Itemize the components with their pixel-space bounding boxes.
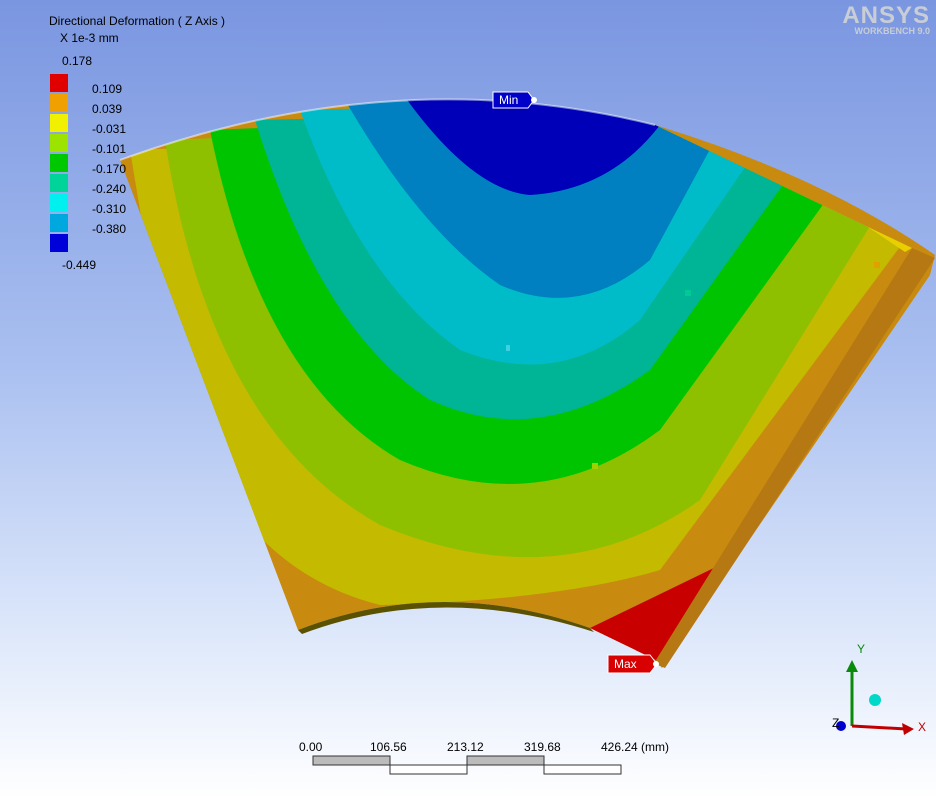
scale-bar-segment (312, 755, 391, 766)
legend-swatch-steel (50, 214, 68, 232)
outer-arc-edge (119, 98, 656, 161)
scale-bar-segment (466, 755, 545, 766)
x-axis-label: X (918, 720, 927, 734)
legend-label: -0.310 (92, 202, 127, 216)
legend-title: Directional Deformation ( Z Axis ) (49, 14, 226, 28)
max-probe-flag[interactable] (607, 654, 658, 674)
max-probe-label: Max (614, 657, 637, 671)
min-probe-label: Min (499, 93, 519, 107)
legend-label-max: 0.178 (62, 54, 93, 68)
band-red (590, 565, 720, 661)
legend-swatch-yellow (50, 114, 68, 132)
legend-swatch-teal (50, 174, 68, 192)
legend-swatch-red (50, 74, 68, 92)
legend-label: -0.031 (92, 122, 127, 136)
legend-swatch-orange (50, 94, 68, 112)
scale-tick-label: 106.56 (370, 740, 407, 754)
scale-tick-label: 213.12 (447, 740, 484, 754)
surface-marker (592, 463, 598, 469)
legend-swatch-cyan (50, 194, 68, 212)
surface-marker (685, 290, 691, 296)
scale-tick-label: 426.24 (mm) (601, 740, 670, 754)
legend-swatch-yellow-green (50, 134, 68, 152)
surface-marker (506, 345, 510, 351)
legend-label: 0.109 (92, 82, 123, 96)
coordinate-triad[interactable] (836, 660, 914, 735)
scale-bar-segment (543, 764, 622, 775)
brand-name: ANSYS (842, 2, 930, 29)
scale-tick-label: 0.00 (299, 740, 323, 754)
surface-marker (874, 262, 880, 268)
z-axis-label: Z (832, 716, 840, 730)
ansys-logo: ANSYS WORKBENCH 9.0 (842, 2, 930, 36)
inner-arc-edge (298, 601, 594, 634)
legend-units: X 1e-3 mm (60, 31, 119, 45)
scale-bar-segment (389, 764, 468, 775)
y-axis-arrowhead (846, 660, 858, 672)
x-axis-arrowhead (902, 723, 914, 735)
legend-label: -0.170 (92, 162, 127, 176)
max-probe-point (653, 661, 659, 667)
min-probe-point (531, 97, 537, 103)
sector-side-face-shade (645, 245, 935, 668)
scale-bar (312, 755, 622, 775)
band-blue (400, 99, 660, 195)
scale-tick-label: 319.68 (524, 740, 561, 754)
legend-swatch-green (50, 154, 68, 172)
z-axis-dot (836, 721, 846, 731)
legend-label: -0.101 (92, 142, 127, 156)
legend-label-min: -0.449 (62, 258, 97, 272)
brand-subtitle: WORKBENCH 9.0 (854, 26, 930, 36)
legend-label: -0.240 (92, 182, 127, 196)
legend-swatch-blue (50, 234, 68, 252)
x-axis-arrow (851, 724, 907, 731)
min-probe-flag[interactable] (492, 91, 535, 109)
legend-label: 0.039 (92, 102, 123, 116)
y-axis-label: Y (857, 642, 866, 656)
legend-label: -0.380 (92, 222, 127, 236)
iso-view-ball[interactable] (869, 694, 881, 706)
